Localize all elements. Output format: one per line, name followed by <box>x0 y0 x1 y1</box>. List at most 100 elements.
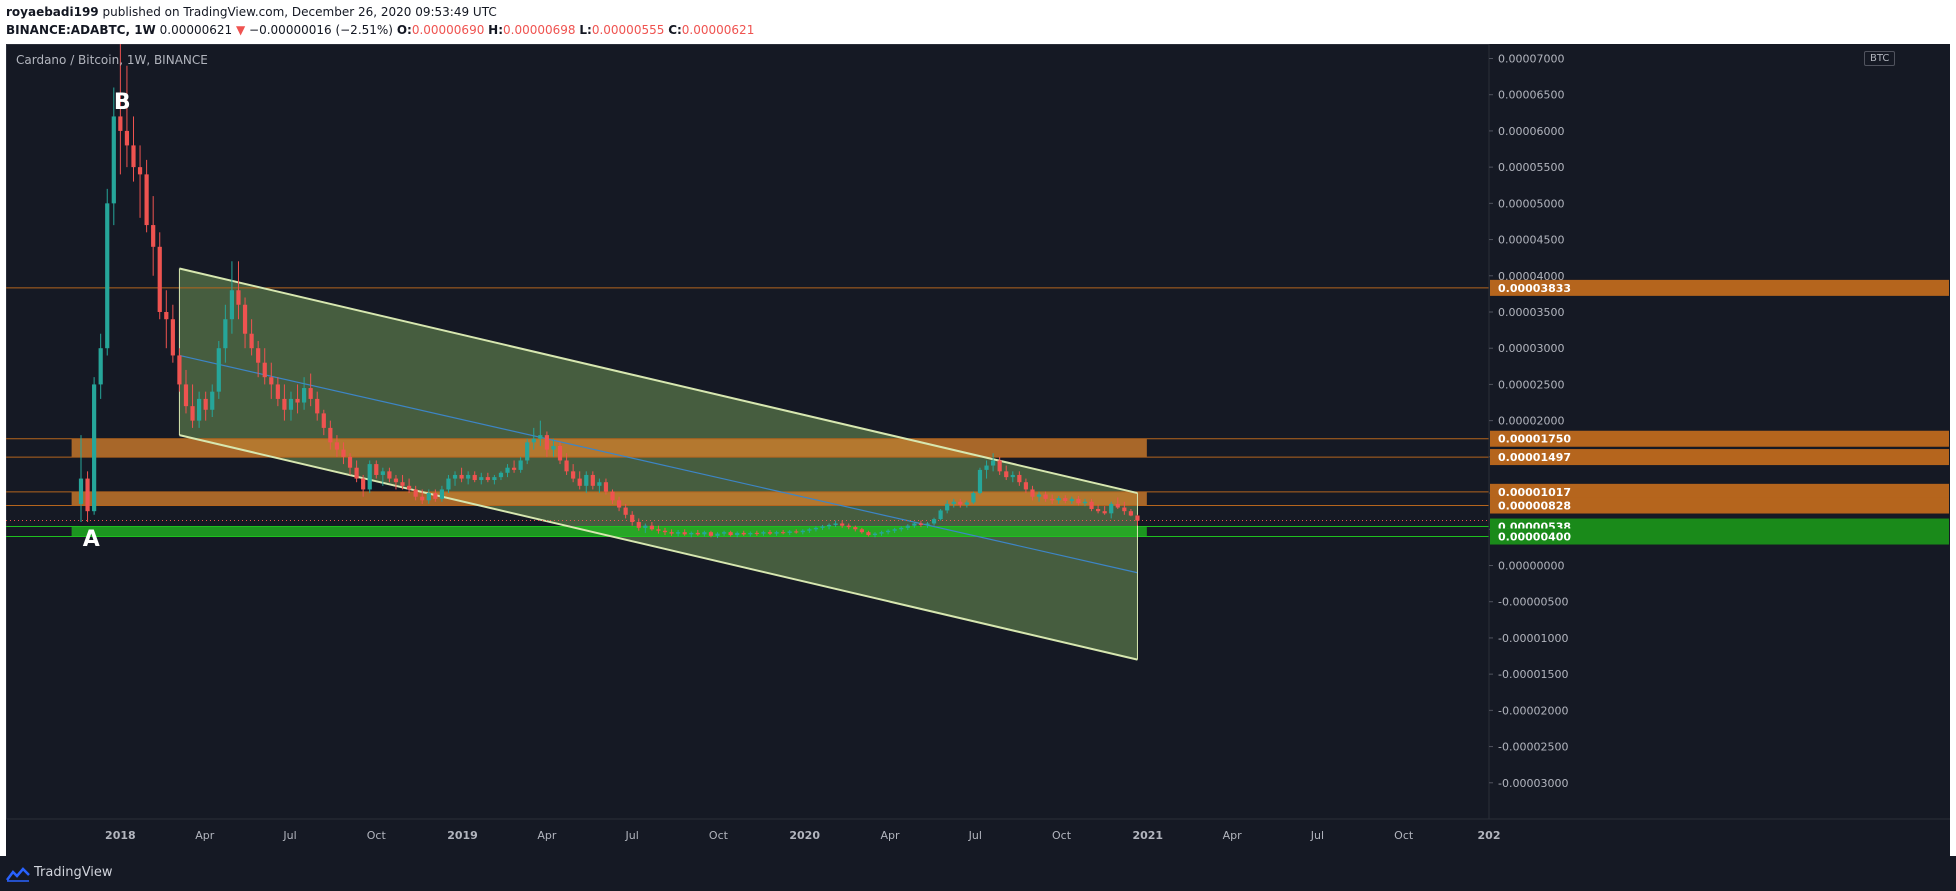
candle-body[interactable] <box>164 311 169 320</box>
candle-body[interactable] <box>1102 511 1107 514</box>
candle-body[interactable] <box>1023 482 1029 490</box>
candle-body[interactable] <box>643 525 648 528</box>
candle-body[interactable] <box>945 503 950 511</box>
candle-body[interactable] <box>853 527 858 530</box>
candle-body[interactable] <box>872 533 878 536</box>
candle-body[interactable] <box>931 519 937 524</box>
candle-body[interactable] <box>971 493 976 503</box>
price-label-box[interactable] <box>1490 279 1949 296</box>
candle-body[interactable] <box>866 532 871 536</box>
candle-body[interactable] <box>387 471 392 479</box>
price-zone-2[interactable] <box>71 526 1147 537</box>
candle-body[interactable] <box>735 532 740 536</box>
candle-body[interactable] <box>584 474 589 486</box>
candle-body[interactable] <box>361 478 366 490</box>
candle-body[interactable] <box>242 304 248 334</box>
candle-body[interactable] <box>564 460 569 472</box>
tradingview-logo-icon[interactable] <box>6 866 30 882</box>
candle-body[interactable] <box>157 246 162 312</box>
candle-body[interactable] <box>551 445 556 450</box>
candle-body[interactable] <box>420 496 425 501</box>
candle-body[interactable] <box>977 469 983 494</box>
candle-body[interactable] <box>610 491 615 501</box>
annotation-B[interactable]: B <box>114 90 131 115</box>
candle-body[interactable] <box>288 398 294 410</box>
candle-body[interactable] <box>826 524 832 527</box>
candle-body[interactable] <box>1004 471 1009 478</box>
candle-body[interactable] <box>794 531 799 533</box>
candle-body[interactable] <box>1056 498 1061 501</box>
price-label-box[interactable] <box>1490 483 1949 500</box>
candle-body[interactable] <box>807 529 812 531</box>
candle-body[interactable] <box>1109 503 1114 514</box>
candle-body[interactable] <box>715 533 720 536</box>
candle-body[interactable] <box>256 348 261 363</box>
channel-lower-line[interactable] <box>179 434 1138 661</box>
candle-body[interactable] <box>925 523 930 525</box>
candle-body[interactable] <box>918 523 924 525</box>
candle-body[interactable] <box>820 526 825 528</box>
candle-body[interactable] <box>439 489 445 499</box>
tradingview-brand[interactable]: TradingView <box>34 865 113 880</box>
candle-body[interactable] <box>538 435 543 439</box>
candle-body[interactable] <box>577 478 582 486</box>
candle-body[interactable] <box>367 464 372 490</box>
candle-body[interactable] <box>761 532 766 534</box>
candle-body[interactable] <box>183 384 189 407</box>
candle-body[interactable] <box>124 130 130 146</box>
candle-body[interactable] <box>774 532 779 534</box>
candle-body[interactable] <box>466 474 471 479</box>
candle-body[interactable] <box>1082 501 1088 504</box>
candle-body[interactable] <box>347 456 353 468</box>
candle-body[interactable] <box>886 530 891 533</box>
candle-body[interactable] <box>689 532 694 535</box>
candle-body[interactable] <box>498 472 504 478</box>
candle-body[interactable] <box>938 510 943 520</box>
candle-body[interactable] <box>590 474 595 486</box>
candle-body[interactable] <box>1069 498 1074 502</box>
candle-body[interactable] <box>131 145 136 168</box>
candle-body[interactable] <box>315 398 320 414</box>
candle-body[interactable] <box>741 532 746 535</box>
candle-body[interactable] <box>282 398 287 410</box>
candle-body[interactable] <box>321 413 326 428</box>
candle-body[interactable] <box>984 465 989 470</box>
candle-body[interactable] <box>1010 474 1015 478</box>
candle-body[interactable] <box>603 482 609 492</box>
candle-body[interactable] <box>85 478 90 512</box>
candle-body[interactable] <box>767 532 773 534</box>
candle-body[interactable] <box>1050 498 1055 501</box>
candle-body[interactable] <box>630 514 635 523</box>
candle-body[interactable] <box>669 532 674 534</box>
candle-body[interactable] <box>518 460 523 470</box>
candle-body[interactable] <box>997 460 1002 472</box>
candle-body[interactable] <box>413 489 418 497</box>
candle-body[interactable] <box>833 523 838 525</box>
candle-body[interactable] <box>1122 507 1127 512</box>
candle-body[interactable] <box>1135 515 1140 521</box>
candle-body[interactable] <box>236 290 241 305</box>
candle-body[interactable] <box>656 529 661 531</box>
candle-body[interactable] <box>380 471 385 475</box>
candle-body[interactable] <box>1076 498 1081 504</box>
candle-body[interactable] <box>964 502 969 505</box>
candle-body[interactable] <box>190 406 195 421</box>
candle-body[interactable] <box>636 522 641 528</box>
candle-body[interactable] <box>295 398 300 403</box>
candle-body[interactable] <box>111 116 116 204</box>
candle-body[interactable] <box>813 527 819 530</box>
candle-body[interactable] <box>879 532 884 534</box>
candle-body[interactable] <box>905 525 910 528</box>
annotation-A[interactable]: A <box>83 527 100 552</box>
candle-body[interactable] <box>951 501 956 504</box>
candle-body[interactable] <box>676 532 681 534</box>
candle-body[interactable] <box>354 467 359 479</box>
candle-body[interactable] <box>702 532 707 535</box>
candle-body[interactable] <box>1030 489 1035 497</box>
candle-body[interactable] <box>859 529 864 533</box>
author-name[interactable]: royaebadi199 <box>6 5 99 19</box>
chart-canvas[interactable]: A B 0.00007000 0.00006500 0.00006000 0.000055… <box>6 44 1950 856</box>
candle-body[interactable] <box>452 474 458 479</box>
price-zone-0[interactable] <box>71 438 1147 458</box>
price-label-box[interactable] <box>1490 528 1949 545</box>
